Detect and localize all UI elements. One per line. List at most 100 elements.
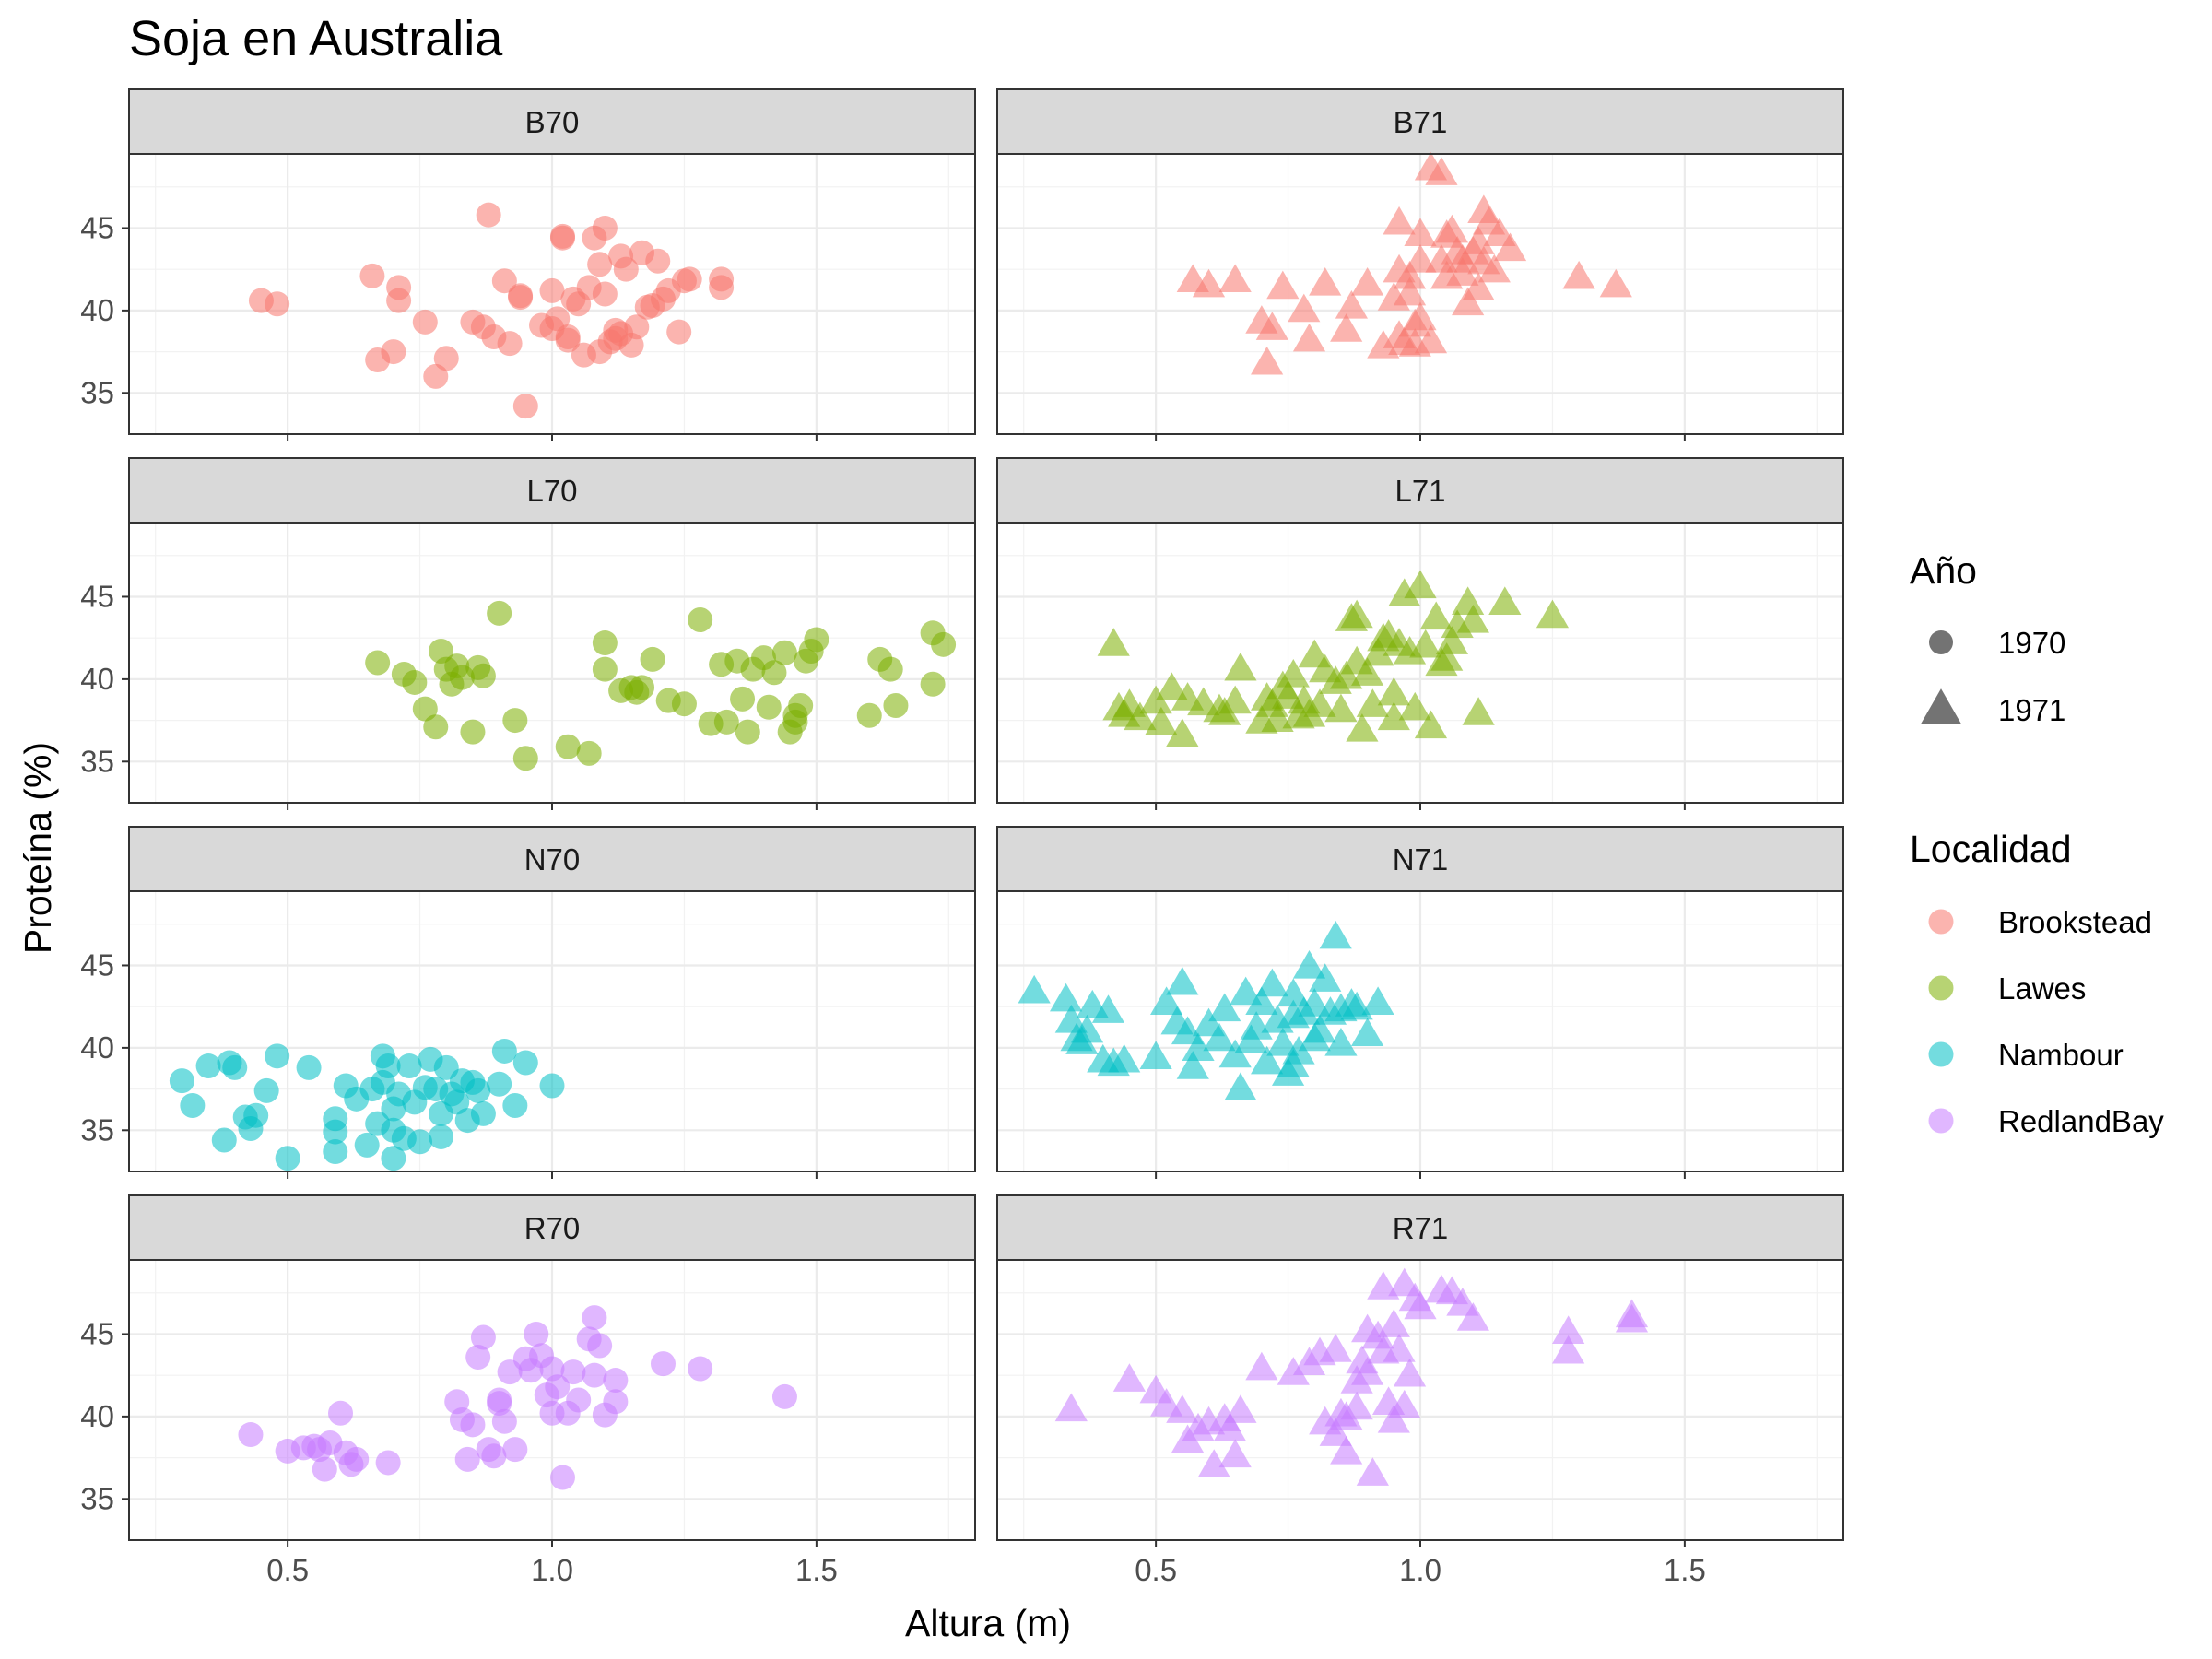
data-point: [1324, 1028, 1358, 1056]
data-point: [730, 686, 756, 712]
data-point: [650, 1351, 676, 1377]
data-point: [1382, 206, 1416, 235]
data-point: [275, 1146, 300, 1171]
legend-item-1970: 1970: [1929, 626, 2065, 660]
legend-title-location: Localidad: [1910, 828, 2072, 870]
data-point: [1182, 1032, 1215, 1062]
data-point: [460, 1412, 486, 1438]
data-point: [771, 640, 797, 665]
data-point: [512, 394, 538, 419]
data-point: [1404, 218, 1437, 246]
data-points: [238, 1305, 797, 1490]
data-point: [1176, 1051, 1209, 1079]
legend-key-swatch: [1928, 909, 1954, 935]
data-point: [788, 692, 814, 718]
data-point: [491, 1038, 517, 1064]
data-point: [497, 331, 523, 357]
gridlines: [997, 1260, 1843, 1540]
data-point: [1409, 629, 1442, 658]
data-points: [365, 600, 957, 771]
data-point: [1091, 994, 1125, 1023]
panel-b70: B70 35 40 45: [80, 88, 976, 441]
data-point: [1251, 1045, 1284, 1075]
data-point: [883, 692, 909, 718]
data-point: [1203, 1022, 1236, 1052]
data-point: [1393, 260, 1427, 289]
legend-title-year: Año: [1910, 549, 1977, 592]
data-point: [920, 671, 946, 697]
data-point: [1298, 988, 1331, 1017]
data-point: [1298, 1022, 1331, 1052]
data-point: [566, 1387, 592, 1413]
data-point: [560, 1359, 586, 1385]
data-point: [1277, 978, 1310, 1007]
x-tick-label: 1.5: [795, 1553, 838, 1587]
data-point: [1356, 1457, 1389, 1486]
data-point: [412, 696, 438, 722]
y-tick-label: 35: [80, 1481, 114, 1515]
data-point: [713, 709, 739, 735]
facet-label: L70: [526, 474, 577, 508]
data-points: [1176, 151, 1632, 375]
y-tick-label: 35: [80, 375, 114, 409]
data-point: [624, 314, 650, 340]
data-point: [238, 1422, 264, 1448]
data-point: [1266, 1028, 1300, 1056]
panel-l71: L71: [996, 457, 1844, 810]
data-point: [1477, 253, 1511, 283]
data-point: [539, 1400, 565, 1426]
data-point: [709, 275, 735, 300]
data-point: [1340, 1391, 1373, 1420]
data-point: [1393, 276, 1427, 306]
data-point: [476, 202, 501, 228]
data-point: [502, 708, 528, 734]
data-point: [1319, 1334, 1352, 1362]
x-tick-label: 0.5: [266, 1553, 309, 1587]
data-point: [856, 702, 882, 728]
data-point: [1335, 290, 1369, 319]
data-point: [512, 1050, 538, 1076]
data-point: [502, 1437, 528, 1463]
facet-strip: [996, 1194, 1844, 1261]
y-tick-label: 40: [80, 1030, 114, 1065]
data-point: [1054, 1393, 1088, 1422]
y-tick-label: 45: [80, 1316, 114, 1350]
data-point: [576, 740, 602, 766]
legend: Año 1970 1971 Localidad Brookstead Lawes Na…: [1910, 549, 2164, 1138]
data-point: [1324, 693, 1358, 723]
legend-key-swatch: [1928, 1108, 1954, 1134]
data-point: [1346, 713, 1379, 742]
data-point: [1388, 578, 1421, 607]
data-point: [592, 630, 618, 656]
data-point: [1292, 950, 1326, 979]
gridlines: [997, 891, 1843, 1171]
data-point: [460, 719, 486, 745]
data-point: [1393, 1358, 1427, 1387]
data-point: [323, 1139, 348, 1165]
data-point: [1488, 586, 1522, 615]
data-point: [1166, 718, 1199, 747]
data-point: [487, 600, 512, 626]
data-point: [1277, 1049, 1310, 1077]
data-point: [1266, 270, 1300, 300]
data-point: [1218, 685, 1252, 714]
legend-item-1971: 1971: [1921, 688, 2065, 727]
data-point: [1018, 974, 1051, 1004]
data-point: [1166, 966, 1199, 995]
facet-label: B71: [1394, 105, 1448, 139]
data-point: [1404, 243, 1437, 273]
data-point: [1139, 685, 1172, 714]
data-point: [688, 607, 713, 633]
data-point: [402, 669, 428, 695]
x-axes: 0.5 1.0 1.5 0.5 1.0 1.5: [266, 1553, 1706, 1587]
data-point: [1377, 701, 1410, 731]
data-point: [1218, 1039, 1252, 1068]
legend-item-nambour: Nambour: [1928, 1038, 2124, 1072]
data-point: [328, 1400, 353, 1426]
data-point: [1404, 1290, 1437, 1320]
data-point: [491, 1408, 517, 1434]
data-point: [1552, 1315, 1585, 1345]
data-point: [1197, 1449, 1230, 1477]
data-point: [429, 1124, 454, 1149]
data-point: [354, 1132, 380, 1158]
